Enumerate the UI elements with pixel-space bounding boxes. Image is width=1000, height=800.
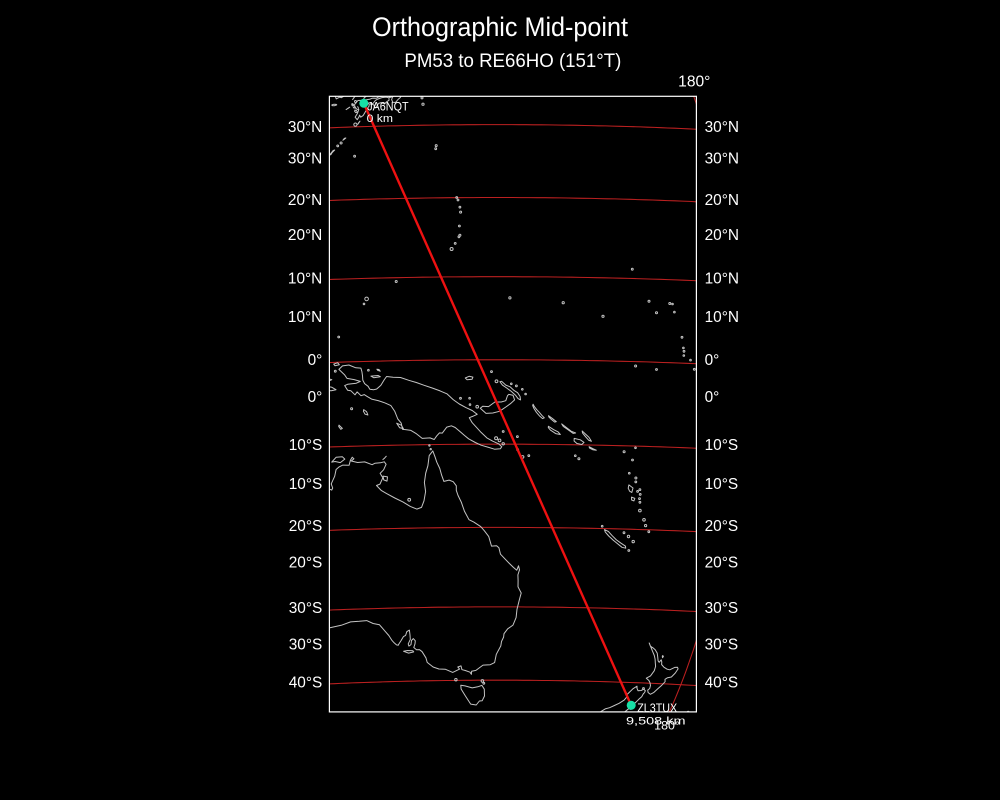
svg-text:10°N: 10°N <box>288 309 322 326</box>
svg-text:30°S: 30°S <box>705 600 739 617</box>
svg-text:0 km: 0 km <box>367 113 393 125</box>
svg-text:0°: 0° <box>308 389 323 406</box>
svg-text:ZL3TUX: ZL3TUX <box>637 701 677 715</box>
svg-text:40°S: 40°S <box>705 674 739 691</box>
svg-text:PM53 to RE66HO (151°T): PM53 to RE66HO (151°T) <box>404 50 621 72</box>
svg-text:30°N: 30°N <box>288 119 322 136</box>
svg-text:10°S: 10°S <box>289 476 323 493</box>
svg-text:40°S: 40°S <box>289 674 323 691</box>
svg-text:20°S: 20°S <box>289 518 323 535</box>
svg-text:30°S: 30°S <box>705 636 739 653</box>
svg-text:10°N: 10°N <box>705 271 739 288</box>
svg-text:20°S: 20°S <box>705 554 739 571</box>
svg-text:0°: 0° <box>308 352 323 369</box>
svg-text:20°N: 20°N <box>288 192 322 209</box>
svg-text:9,508 km: 9,508 km <box>626 715 686 727</box>
svg-text:20°N: 20°N <box>705 227 739 244</box>
svg-text:180°: 180° <box>678 74 710 91</box>
svg-text:10°N: 10°N <box>288 271 322 288</box>
svg-text:30°S: 30°S <box>289 600 323 617</box>
svg-text:30°N: 30°N <box>705 119 739 136</box>
svg-text:30°N: 30°N <box>288 151 322 168</box>
svg-text:20°S: 20°S <box>289 554 323 571</box>
svg-text:0°: 0° <box>705 389 720 406</box>
svg-text:JA6NQT: JA6NQT <box>367 100 409 114</box>
svg-text:Orthographic Mid-point: Orthographic Mid-point <box>372 12 628 42</box>
svg-text:30°N: 30°N <box>705 151 739 168</box>
svg-text:30°S: 30°S <box>289 636 323 653</box>
svg-text:20°N: 20°N <box>288 227 322 244</box>
svg-text:180°: 180° <box>654 719 680 733</box>
svg-text:10°N: 10°N <box>705 309 739 326</box>
svg-text:10°S: 10°S <box>705 476 739 493</box>
svg-text:10°S: 10°S <box>705 437 739 454</box>
svg-text:0°: 0° <box>705 352 720 369</box>
svg-text:20°N: 20°N <box>705 192 739 209</box>
svg-text:20°S: 20°S <box>705 518 739 535</box>
svg-text:10°S: 10°S <box>289 437 323 454</box>
